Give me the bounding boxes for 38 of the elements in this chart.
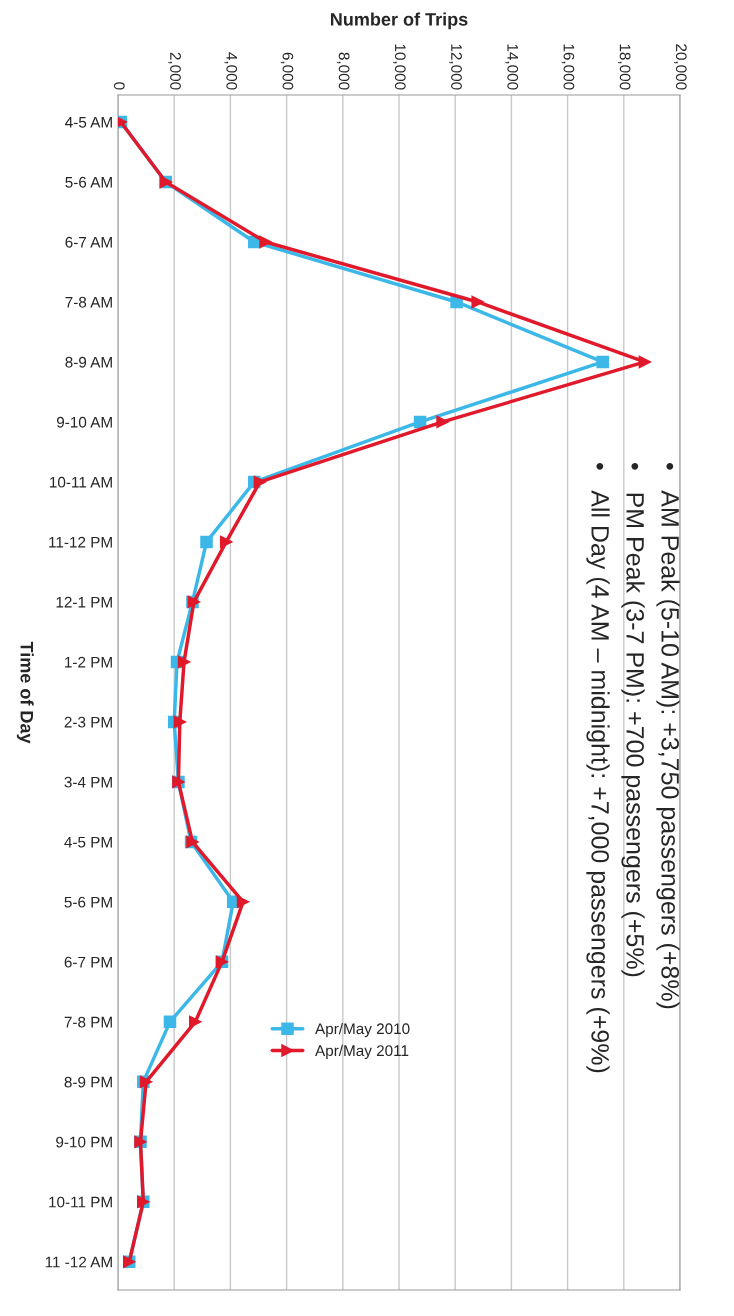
- y-tick-label: 5-6 AM: [65, 176, 112, 188]
- y-tick-label: 1-2 PM: [65, 656, 112, 668]
- x-tick-label: 16,000: [561, 44, 575, 90]
- x-tick-label: 0: [113, 82, 125, 90]
- x-tick-label: 10,000: [393, 44, 406, 90]
- y-tick-label: 7-8 PM: [64, 1016, 112, 1028]
- x-tick-label: 14,000: [505, 44, 519, 90]
- y-tick-label: 12-1 PM: [56, 596, 112, 608]
- legend-label: Apr/May 2010: [315, 1022, 410, 1038]
- y-tick-label: 9-10 AM: [56, 416, 112, 428]
- y-tick-label: 6-7 AM: [65, 236, 112, 248]
- legend-label: Apr/May 2011: [315, 1044, 409, 1060]
- y-tick-label: 6-7 PM: [64, 956, 112, 968]
- chart-title: Number of Trips: [330, 12, 468, 30]
- y-tick-label: 4-5 AM: [65, 117, 112, 128]
- x-tick-label: 20,000: [674, 44, 687, 90]
- annotation: • AM Peak (5-10 AM): +3,750 passengers (+8%): [656, 462, 680, 1009]
- y-tick-label: 10-11 PM: [49, 1196, 112, 1208]
- y-tick-label: 7-8 AM: [65, 296, 112, 308]
- x-tick-label: 8,000: [336, 52, 350, 90]
- y-tick-label: 9-10 PM: [56, 1136, 112, 1148]
- y-tick-label: 3-4 PM: [64, 776, 112, 788]
- y-tick-label: 11 -12 AM: [45, 1256, 112, 1268]
- annotation: • PM Peak (3-7 PM): +700 passengers (+5%): [621, 462, 645, 977]
- annotation: • All Day (4 AM – midnight): +7,000 passengers (+9%): [586, 462, 610, 1073]
- x-tick-label: 12,000: [449, 44, 462, 90]
- x-tick-label: 4,000: [224, 52, 238, 90]
- y-tick-label: 10-11 AM: [50, 476, 112, 488]
- y-tick-label: 5-6 PM: [64, 896, 112, 908]
- y-tick-label: 2-3 PM: [64, 716, 112, 728]
- x-tick-label: 6,000: [280, 52, 294, 90]
- y-tick-label: 11-12 PM: [49, 536, 112, 548]
- x-tick-label: 18,000: [617, 44, 631, 90]
- y-tick-label: 4-5 PM: [64, 836, 112, 848]
- y-axis-title: Time of Day: [16, 641, 34, 744]
- y-tick-label: 8-9 AM: [65, 356, 112, 368]
- x-tick-label: 2,000: [168, 52, 181, 90]
- y-tick-label: 8-9 PM: [64, 1076, 112, 1088]
